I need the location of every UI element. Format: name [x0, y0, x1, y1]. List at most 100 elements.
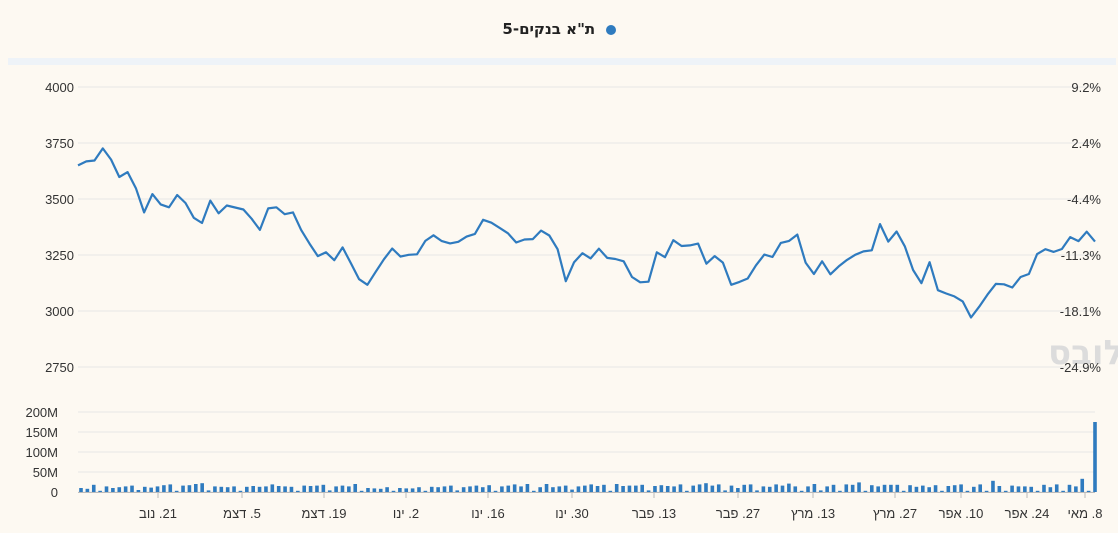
volume-bar: [111, 488, 115, 492]
price-point: [408, 254, 409, 255]
volume-bar: [1074, 486, 1078, 492]
price-point: [863, 251, 864, 252]
volume-bar: [736, 488, 740, 492]
price-point: [400, 256, 401, 257]
volume-bar: [551, 487, 555, 492]
volume-bar: [659, 485, 664, 492]
volume-bar: [882, 484, 887, 492]
volume-bar: [1029, 486, 1034, 492]
price-point: [301, 230, 302, 231]
volume-bar: [449, 485, 453, 492]
volume-bar: [1003, 490, 1008, 492]
price-point: [888, 241, 889, 242]
x-tick-label: 2. ינו: [393, 506, 419, 521]
volume-bar: [614, 484, 619, 492]
volume-bar: [761, 486, 766, 492]
volume-bar: [595, 486, 600, 492]
volume-bar: [927, 487, 931, 492]
price-point: [119, 176, 120, 177]
volume-bar: [136, 490, 141, 492]
volume-bar: [812, 484, 817, 492]
volume-bar: [429, 486, 434, 492]
volume-bar: [404, 488, 409, 492]
price-point: [582, 253, 583, 254]
price-point: [557, 249, 558, 250]
price-point: [234, 207, 235, 208]
volume-tick-label: 0: [51, 485, 58, 500]
gridlines: [78, 86, 1095, 493]
volume-bar: [391, 490, 396, 492]
price-point: [573, 262, 574, 263]
price-point: [970, 317, 971, 318]
price-point: [474, 233, 475, 234]
price-point: [1061, 248, 1062, 249]
volume-bar: [901, 490, 906, 492]
volume-bar: [755, 490, 759, 492]
price-point: [706, 263, 707, 264]
price-point: [623, 261, 624, 262]
volume-bar: [608, 490, 613, 492]
price-point: [921, 283, 922, 284]
volume-bar: [984, 490, 989, 492]
y-right-tick-label: 9.2%: [1071, 80, 1101, 95]
volume-bar: [940, 490, 944, 492]
price-point: [251, 218, 252, 219]
price-point: [102, 148, 103, 149]
price-point: [954, 296, 955, 297]
price-point: [615, 258, 616, 259]
price-point: [1053, 251, 1054, 252]
volume-bar: [844, 484, 849, 492]
volume-bar: [315, 485, 319, 492]
y-left-tick-label: 3250: [45, 248, 74, 263]
price-point: [276, 207, 277, 208]
volume-bar: [806, 486, 810, 492]
volume-bar: [1016, 486, 1021, 492]
volume-bar: [270, 484, 275, 492]
volume-bar: [162, 485, 166, 492]
volume-bar: [225, 487, 230, 492]
volume-bar: [519, 486, 523, 492]
volume-bar: [1048, 487, 1053, 492]
price-point: [995, 283, 996, 284]
volume-bar: [264, 486, 268, 492]
volume-bar: [1054, 484, 1059, 492]
price-point: [656, 252, 657, 253]
watermark-text: גלובס: [1048, 333, 1118, 373]
volume-bar: [187, 485, 192, 492]
volume-bar: [952, 485, 957, 492]
price-point: [912, 269, 913, 270]
volume-bar: [914, 486, 919, 492]
price-point: [334, 260, 335, 261]
volume-bar: [512, 484, 517, 492]
volume-bar: [474, 485, 479, 492]
volume-bar: [1067, 484, 1072, 492]
volume-bar: [327, 490, 332, 492]
price-point: [1003, 284, 1004, 285]
volume-bar: [91, 484, 96, 492]
price-point: [425, 240, 426, 241]
volume-bar: [965, 490, 970, 492]
legend: ת"א בנקים-5: [0, 20, 1118, 39]
volume-bar: [621, 486, 625, 492]
price-point: [144, 212, 145, 213]
price-point: [648, 281, 649, 282]
price-point: [780, 242, 781, 243]
price-point: [193, 217, 194, 218]
price-point: [698, 243, 699, 244]
volume-bar: [818, 490, 823, 492]
volume-bar: [889, 484, 893, 492]
price-point: [747, 278, 748, 279]
y-left-tick-label: 3000: [45, 304, 74, 319]
volume-bar: [678, 484, 683, 492]
volume-tick-label: 200M: [25, 405, 58, 420]
volume-bar: [181, 485, 185, 492]
price-point: [664, 257, 665, 258]
volume-bar: [366, 488, 370, 492]
volume-bar: [570, 489, 574, 492]
price-point: [392, 248, 393, 249]
price-point: [77, 165, 78, 166]
volume-bar: [602, 484, 606, 492]
price-point: [201, 222, 202, 223]
price-point: [441, 241, 442, 242]
volume-bar: [538, 487, 542, 492]
